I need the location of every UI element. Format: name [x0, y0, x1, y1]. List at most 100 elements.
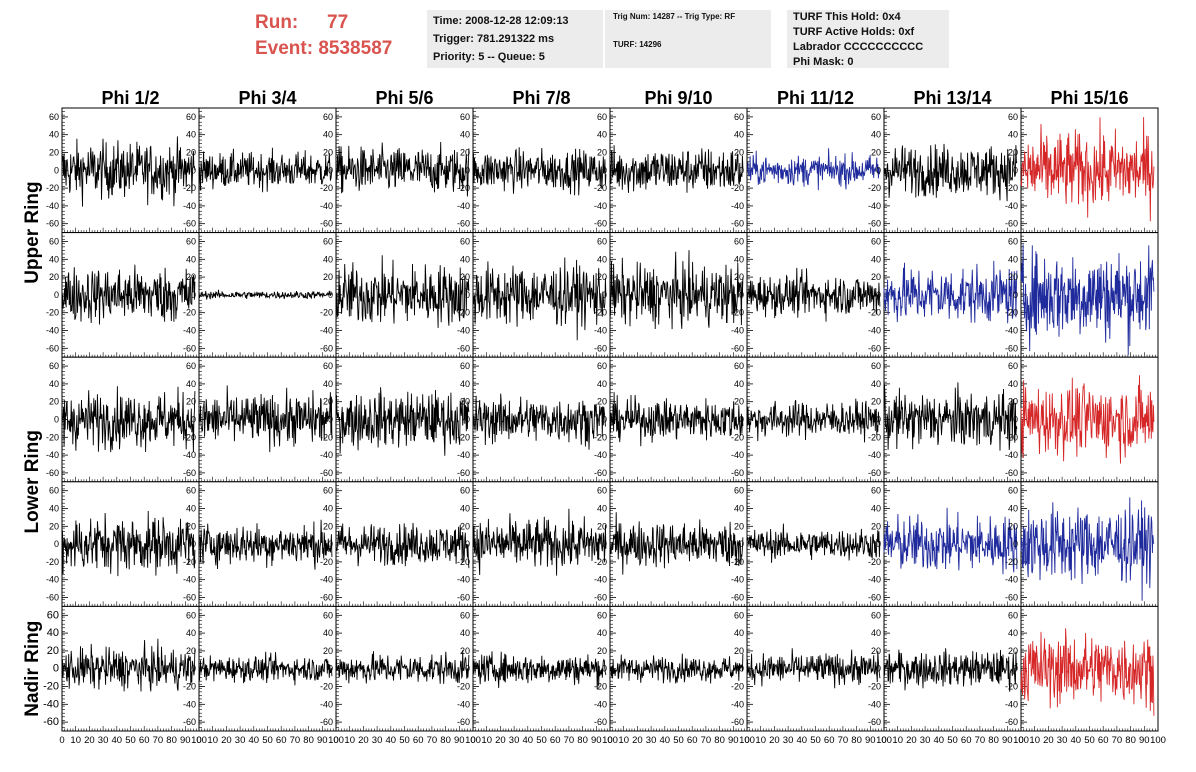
y-tick-label: -20: [731, 557, 744, 567]
y-tick-label: -40: [183, 575, 196, 585]
waveform-panel: -60 -40 -20 0 20 40 60: [457, 481, 611, 607]
y-tick-label: 20: [323, 397, 333, 407]
column-title: Phi 13/14: [913, 88, 991, 108]
y-tick-label: -20: [183, 557, 196, 567]
y-tick-label: 0: [1013, 664, 1018, 674]
waveform-panel: -60 -40 -20 0 20 40 60: [46, 107, 200, 234]
y-tick-label: 40: [597, 504, 607, 514]
y-tick-label: -20: [457, 308, 470, 318]
y-tick-label: -20: [320, 682, 333, 692]
waveform-trace: [335, 522, 470, 569]
y-tick-label: -20: [731, 308, 744, 318]
x-tick-label: 100: [191, 735, 207, 746]
priority-text: Priority: 5 -- Queue: 5: [433, 51, 545, 63]
x-tick-label: 90: [454, 735, 465, 746]
y-tick-label: -40: [46, 326, 59, 336]
x-tick-label: 0: [607, 735, 612, 746]
y-tick-label: 20: [49, 272, 59, 282]
y-tick-label: 0: [328, 165, 333, 175]
y-tick-label: 0: [191, 664, 196, 674]
run-event-header: Run: 77 Event: 8538587: [255, 10, 425, 70]
y-tick-label: 0: [465, 415, 470, 425]
waveform-trace: [61, 264, 196, 325]
y-tick-label: 60: [460, 237, 470, 247]
y-tick-label: 0: [1013, 415, 1018, 425]
y-tick-label: -40: [731, 575, 744, 585]
y-tick-label: 40: [323, 628, 333, 638]
y-tick-label: -40: [594, 699, 607, 709]
waveform-panel: -60 -40 -20 0 20 40 60: [1005, 356, 1159, 483]
x-tick-label: 50: [125, 735, 136, 746]
y-tick-label: -20: [46, 557, 59, 567]
x-tick-label: 10: [1029, 735, 1040, 746]
waveform-panel: -60 -40 -20 0 20 40 60: [594, 232, 748, 358]
y-tick-label: -40: [594, 326, 607, 336]
waveform-panel: -60 -40 -20 0 20 40 60: [1005, 107, 1159, 234]
waveform-panel: -60 -40 -20 0 20 40 60: [594, 481, 748, 607]
y-tick-label: 0: [739, 290, 744, 300]
y-tick-label: -60: [868, 593, 881, 603]
waveform-panel: -60 -40 -20 0 20 40 60: [183, 481, 337, 607]
y-tick-label: -60: [457, 468, 470, 478]
y-tick-label: 0: [191, 539, 196, 549]
x-tick-label: 40: [660, 735, 671, 746]
y-tick-label: -60: [46, 593, 59, 603]
y-tick-label: 20: [323, 272, 333, 282]
y-tick-label: -60: [320, 717, 333, 727]
y-tick-label: -60: [1005, 593, 1018, 603]
x-tick-label: 90: [591, 735, 602, 746]
y-tick-label: 20: [734, 148, 744, 158]
waveform-trace: [198, 289, 333, 300]
waveform-panel: -60 -40 -20 0 20 40 60: [183, 605, 337, 732]
y-tick-label: 40: [460, 254, 470, 264]
y-tick-label: 20: [597, 646, 607, 656]
column-title: Phi 1/2: [101, 88, 159, 108]
y-tick-label: 20: [871, 148, 881, 158]
x-tick-label: 10: [892, 735, 903, 746]
y-tick-label: 40: [323, 379, 333, 389]
waveform-panel: -60 -40 -20 0 20 40 60: [594, 107, 748, 234]
y-tick-label: -20: [320, 557, 333, 567]
y-tick-label: -20: [320, 183, 333, 193]
y-tick-label: -40: [320, 450, 333, 460]
y-tick-label: -40: [868, 699, 881, 709]
y-tick-label: -60: [731, 468, 744, 478]
y-tick-label: 60: [734, 112, 744, 122]
y-tick-label: 60: [186, 237, 196, 247]
x-tick-label: 100: [1150, 735, 1166, 746]
y-tick-label: -20: [43, 681, 59, 693]
x-tick-label: 70: [838, 735, 849, 746]
y-tick-label: 20: [49, 397, 59, 407]
y-tick-label: 60: [1008, 486, 1018, 496]
y-tick-label: -40: [594, 201, 607, 211]
y-tick-label: 60: [49, 237, 59, 247]
waveform-panel: -60 -40 -20 0 20 40 60: [457, 356, 611, 483]
waveform-trace: [609, 392, 744, 447]
y-tick-label: 0: [876, 664, 881, 674]
x-tick-label: 70: [564, 735, 575, 746]
y-tick-label: -60: [457, 593, 470, 603]
waveform-panel: -60 -40 -20 0 20 40 60: [457, 605, 611, 732]
waveform-trace: [609, 250, 744, 330]
waveform-panel: -60 -40 -20 0 20 40 60: [320, 481, 474, 607]
y-tick-label: -60: [731, 593, 744, 603]
waveform-panel: -60 -40 -20 0 20 40 60: [320, 107, 474, 234]
y-tick-label: -40: [457, 450, 470, 460]
run-label: Run:: [255, 12, 299, 33]
trigger-text: Trigger: 781.291322 ms: [433, 33, 555, 45]
y-tick-label: 60: [871, 112, 881, 122]
y-tick-label: 40: [871, 130, 881, 140]
y-tick-label: -60: [183, 343, 196, 353]
y-tick-label: 40: [323, 130, 333, 140]
y-tick-label: 60: [49, 486, 59, 496]
y-tick-label: 60: [1008, 610, 1018, 620]
y-tick-label: -20: [320, 432, 333, 442]
y-tick-label: -40: [731, 450, 744, 460]
y-tick-label: 40: [49, 254, 59, 264]
waveform-panel: -60 -40 -20 0 20 40 60: [1005, 605, 1159, 732]
y-tick-label: -40: [868, 201, 881, 211]
y-tick-label: -60: [594, 717, 607, 727]
y-tick-label: -60: [868, 343, 881, 353]
x-tick-label: 100: [876, 735, 892, 746]
waveform-trace: [335, 387, 470, 456]
